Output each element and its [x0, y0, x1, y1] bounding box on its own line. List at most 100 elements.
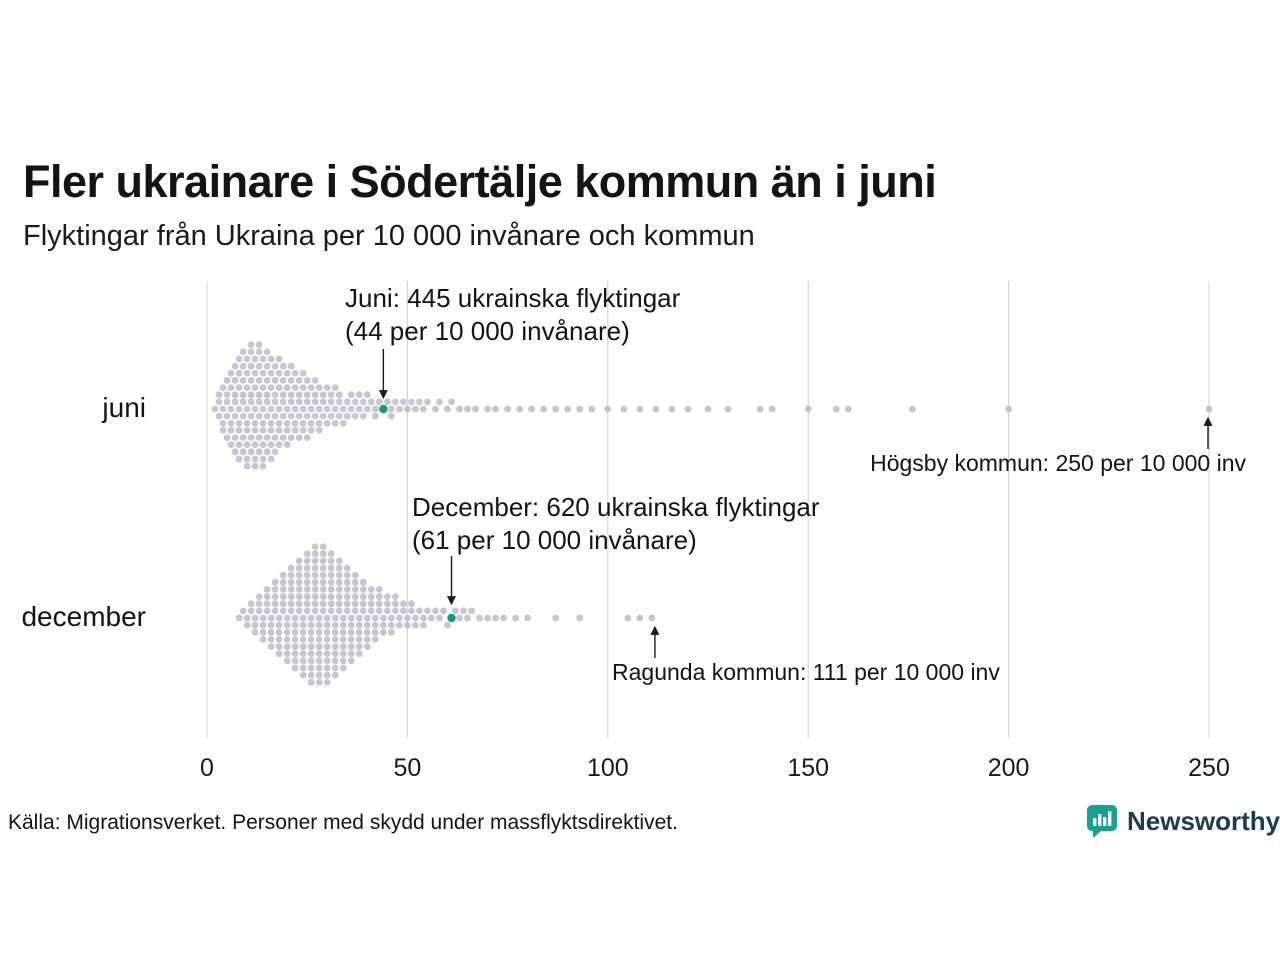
municipality-dot-juni [259, 462, 267, 470]
municipality-dot-juni [1005, 405, 1012, 413]
municipality-dot-december [323, 657, 331, 665]
municipality-dot-juni [335, 398, 343, 406]
municipality-dot-december [347, 621, 355, 629]
municipality-dot-juni [323, 419, 331, 427]
municipality-dot-december [343, 607, 351, 615]
municipality-dot-juni [347, 391, 355, 399]
municipality-dot-juni [668, 405, 676, 413]
municipality-dot-juni [211, 405, 219, 413]
row-label-juni: juni [102, 392, 146, 423]
municipality-dot-juni [275, 355, 283, 363]
municipality-dot-juni [235, 405, 243, 413]
municipality-dot-juni [267, 455, 275, 463]
municipality-dot-december [456, 614, 463, 622]
municipality-dot-december [323, 650, 331, 658]
chart-subtitle: Flyktingar från Ukraina per 10 000 invån… [23, 220, 755, 252]
municipality-dot-juni [251, 462, 259, 470]
municipality-dot-december [331, 621, 339, 629]
municipality-dot-juni [243, 441, 251, 449]
municipality-dot-juni [319, 398, 327, 406]
municipality-dot-december [343, 586, 351, 593]
municipality-dot-december [319, 600, 327, 608]
municipality-dot-juni [271, 434, 279, 441]
municipality-dot-december [331, 657, 339, 665]
municipality-dot-december [335, 564, 343, 572]
municipality-dot-juni [279, 412, 287, 420]
municipality-dot-december [263, 593, 271, 600]
municipality-dot-juni [279, 391, 287, 399]
municipality-dot-december [327, 586, 335, 593]
municipality-dot-december [299, 643, 307, 650]
municipality-dot-juni [363, 405, 371, 413]
municipality-dot-december [267, 643, 275, 650]
municipality-dot-juni [303, 377, 311, 384]
municipality-dot-juni [384, 398, 391, 406]
municipality-dot-december [283, 650, 291, 658]
municipality-dot-december [335, 557, 343, 565]
municipality-dot-december [319, 543, 327, 550]
municipality-dot-december [388, 614, 395, 622]
municipality-dot-december [271, 600, 279, 608]
municipality-dot-december [251, 628, 259, 636]
municipality-dot-december [327, 550, 335, 558]
municipality-dot-juni [259, 405, 267, 413]
municipality-dot-juni [279, 434, 287, 441]
municipality-dot-december [319, 593, 327, 600]
municipality-dot-juni [492, 405, 499, 413]
municipality-dot-december [339, 628, 347, 636]
municipality-dot-december [291, 643, 299, 650]
municipality-dot-december [363, 636, 371, 643]
municipality-dot-december [339, 650, 347, 658]
municipality-dot-juni [267, 355, 275, 363]
municipality-dot-juni [448, 398, 455, 406]
municipality-dot-december [291, 664, 299, 672]
municipality-dot-december [283, 621, 291, 629]
municipality-dot-december [343, 564, 351, 572]
municipality-dot-december [343, 600, 351, 608]
municipality-dot-juni [275, 405, 283, 413]
municipality-dot-december [323, 614, 331, 622]
municipality-dot-december [327, 571, 335, 579]
municipality-dot-december [339, 614, 347, 622]
municipality-dot-juni [219, 384, 227, 391]
municipality-dot-juni [436, 398, 443, 406]
municipality-dot-december [359, 607, 367, 615]
municipality-dot-december [303, 607, 311, 615]
municipality-dot-juni [243, 455, 251, 463]
municipality-dot-december [311, 543, 319, 550]
municipality-dot-juni [235, 455, 243, 463]
municipality-dot-juni [247, 391, 255, 399]
newsworthy-logo: Newsworthy [1086, 804, 1280, 838]
municipality-dot-juni [424, 398, 431, 406]
municipality-dot-juni [275, 419, 283, 427]
municipality-dot-juni [319, 391, 327, 399]
municipality-dot-juni [227, 427, 235, 434]
municipality-dot-december [311, 600, 319, 608]
municipality-dot-december [307, 636, 315, 643]
municipality-dot-juni [335, 391, 343, 399]
municipality-dot-juni [239, 434, 247, 441]
municipality-dot-december [259, 614, 267, 622]
municipality-dot-juni [259, 441, 267, 449]
municipality-dot-december [303, 578, 311, 586]
municipality-dot-juni [235, 427, 243, 434]
municipality-dot-december [299, 650, 307, 658]
municipality-dot-juni [327, 412, 335, 420]
municipality-dot-juni [339, 405, 347, 413]
municipality-dot-juni [227, 369, 235, 377]
municipality-dot-juni [295, 377, 303, 384]
municipality-dot-december [339, 643, 347, 650]
municipality-dot-juni [315, 405, 323, 413]
municipality-dot-december [291, 614, 299, 622]
municipality-dot-juni [243, 419, 251, 427]
municipality-dot-december [512, 614, 519, 622]
municipality-dot-december [339, 621, 347, 629]
municipality-dot-december [315, 614, 323, 622]
municipality-dot-december [295, 607, 303, 615]
x-tick-label: 100 [587, 754, 629, 782]
municipality-dot-juni [243, 369, 251, 377]
x-tick-label: 200 [988, 754, 1030, 782]
annotation-december-line2: (61 per 10 000 invånare) [412, 525, 697, 555]
municipality-dot-juni [279, 362, 287, 370]
